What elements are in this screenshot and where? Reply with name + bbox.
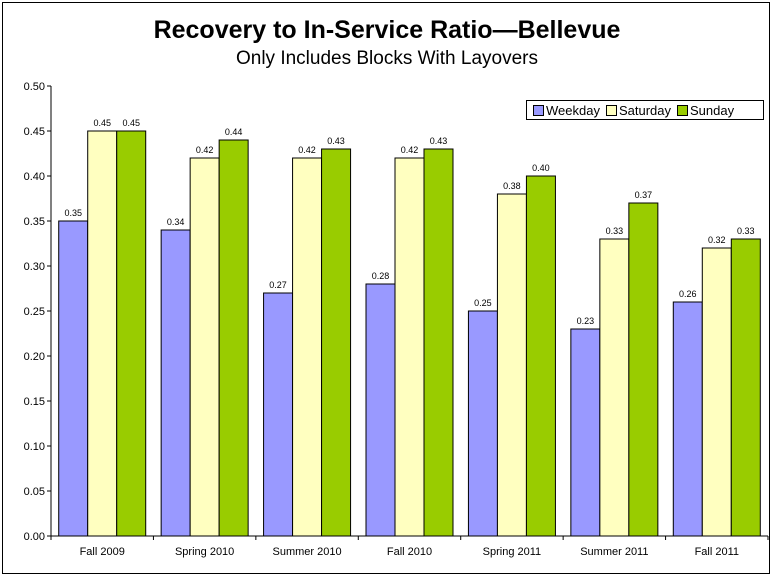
x-category-label: Fall 2009: [80, 546, 125, 558]
y-tick-label: 0.25: [24, 306, 45, 318]
y-tick-label: 0.40: [24, 171, 45, 183]
bar-data-label: 0.40: [532, 163, 550, 173]
bar-weekday: [365, 283, 396, 537]
bar-sunday: [218, 139, 249, 537]
chart-title: Recovery to In-Service Ratio—Bellevue: [153, 16, 621, 44]
legend-swatch-weekday: [533, 104, 544, 116]
x-category-label: Spring 2011: [483, 546, 542, 558]
bar-saturday: [394, 157, 425, 537]
y-tick-label: 0.15: [24, 396, 45, 408]
bar-data-label: 0.28: [372, 271, 390, 281]
x-category-label: Summer 2011: [580, 546, 648, 558]
y-tick-label: 0.30: [24, 261, 45, 273]
legend-label-saturday: Saturday: [618, 102, 672, 118]
bar-data-label: 0.43: [327, 136, 345, 146]
bar-data-label: 0.33: [606, 226, 624, 236]
y-tick-label: 0.10: [24, 441, 45, 453]
legend-label-weekday: Weekday: [546, 102, 600, 118]
bar-data-label: 0.42: [298, 145, 316, 155]
legend-swatch-sunday: [677, 104, 689, 116]
bar-sunday: [525, 175, 556, 537]
bar-sunday: [628, 202, 659, 537]
y-tick-label: 0.45: [24, 126, 45, 138]
bar-sunday: [730, 238, 761, 537]
bar-data-label: 0.25: [474, 298, 492, 308]
chart-subtitle: Only Includes Blocks With Layovers: [235, 48, 538, 69]
bar-sunday: [423, 148, 454, 537]
bar-weekday: [58, 220, 89, 537]
bar-data-label: 0.23: [577, 316, 595, 326]
legend-label-sunday: Sunday: [690, 102, 735, 118]
bar-saturday: [87, 130, 118, 537]
bar-data-label: 0.42: [401, 145, 419, 155]
legend-item-weekday: Weekday: [533, 103, 600, 118]
bar-saturday: [189, 157, 220, 537]
bar-data-label: 0.35: [64, 208, 82, 218]
y-tick-label: 0.35: [24, 216, 45, 228]
y-tick-label: 0.20: [24, 351, 45, 363]
bar-saturday: [701, 247, 732, 537]
bar-data-label: 0.44: [225, 127, 243, 137]
bar-data-label: 0.26: [679, 289, 697, 299]
legend-item-saturday: Saturday: [605, 102, 672, 118]
bar-weekday: [467, 310, 498, 537]
bar-saturday: [292, 157, 323, 537]
bar-data-label: 0.38: [503, 181, 521, 191]
x-category-label: Summer 2010: [273, 546, 342, 558]
chart-legend: Weekday Saturday Sunday: [526, 100, 764, 120]
bar-weekday: [570, 328, 601, 537]
bar-data-label: 0.27: [269, 280, 287, 290]
bar-data-label: 0.42: [196, 145, 214, 155]
x-category-label: Fall 2010: [387, 546, 432, 558]
x-category-label: Fall 2011: [695, 546, 739, 558]
bar-data-label: 0.33: [737, 226, 755, 236]
y-tick-label: 0.05: [24, 486, 45, 498]
legend-swatch-saturday: [605, 104, 617, 116]
bar-data-label: 0.37: [635, 190, 653, 200]
bar-data-label: 0.45: [93, 118, 111, 128]
bar-weekday: [160, 229, 191, 537]
bar-weekday: [672, 301, 703, 537]
bar-sunday: [321, 148, 352, 537]
bar-data-label: 0.32: [708, 235, 726, 245]
bar-sunday: [116, 130, 147, 537]
y-tick-label: 0.50: [24, 81, 45, 93]
legend-item-sunday: Sunday: [677, 103, 734, 118]
bar-saturday: [599, 238, 630, 537]
bar-data-label: 0.34: [167, 217, 185, 227]
bar-data-label: 0.45: [122, 118, 140, 128]
x-category-label: Spring 2010: [175, 546, 234, 558]
bar-saturday: [496, 193, 527, 537]
bar-data-label: 0.43: [430, 136, 448, 146]
y-tick-label: 0.00: [24, 531, 45, 543]
bar-weekday: [263, 292, 294, 537]
